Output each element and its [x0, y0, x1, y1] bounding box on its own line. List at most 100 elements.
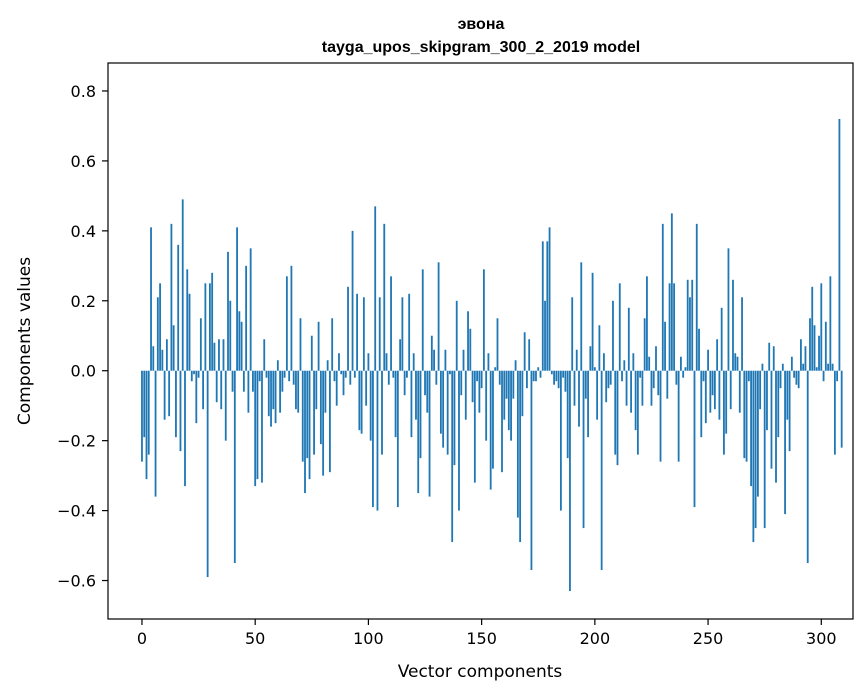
bar	[546, 241, 549, 371]
bar	[283, 370, 286, 378]
bar	[693, 370, 696, 508]
bar	[245, 265, 248, 371]
bar	[822, 370, 825, 382]
bar	[804, 346, 807, 371]
bar	[159, 283, 161, 371]
y-axis-ticks: −0.6 −0.4 −0.2 0.0 0.2 0.4 0.6 0.8	[57, 82, 108, 591]
bar	[150, 227, 152, 371]
bar	[258, 370, 261, 382]
chart-title: эвона	[458, 16, 505, 33]
bar	[544, 300, 546, 371]
bar	[360, 370, 363, 434]
bar	[596, 370, 599, 420]
bar	[559, 370, 562, 511]
bar	[451, 370, 454, 543]
bar	[231, 370, 234, 392]
bar	[729, 370, 732, 410]
bar	[428, 370, 431, 497]
bar	[290, 265, 293, 371]
bar	[528, 339, 531, 371]
bar	[555, 370, 558, 382]
bar	[689, 297, 691, 371]
bar	[460, 370, 463, 396]
bar	[319, 370, 322, 445]
bar	[220, 370, 223, 410]
bar	[417, 370, 420, 494]
x-tick-label: 300	[806, 629, 837, 648]
bar	[213, 342, 216, 371]
bar	[333, 370, 336, 382]
bar	[661, 223, 664, 371]
bar	[575, 349, 578, 371]
bar	[297, 370, 300, 413]
bar	[766, 370, 768, 431]
bar	[673, 283, 676, 371]
bar	[469, 328, 472, 371]
bar	[646, 276, 648, 371]
bar	[516, 370, 519, 518]
y-tick-label: 0.0	[71, 362, 96, 381]
bar	[526, 370, 528, 389]
bar	[344, 370, 347, 378]
bar	[820, 283, 823, 371]
bar	[181, 199, 184, 371]
bar	[806, 370, 809, 564]
bar	[530, 370, 533, 571]
bar	[247, 370, 250, 413]
bar	[270, 370, 272, 427]
bar	[485, 370, 488, 441]
bar	[329, 370, 331, 473]
bar	[331, 318, 334, 371]
bar	[498, 370, 501, 385]
bar	[523, 332, 526, 371]
bar	[625, 370, 628, 406]
bar	[569, 370, 571, 592]
bar	[473, 370, 476, 483]
bar	[582, 370, 585, 529]
bar	[313, 370, 315, 455]
bar	[301, 370, 304, 462]
bar	[641, 370, 644, 406]
bar	[557, 370, 560, 389]
bar	[467, 311, 469, 371]
bar	[716, 339, 719, 371]
bar	[449, 370, 451, 375]
bar	[295, 370, 297, 410]
bar	[684, 367, 687, 371]
bar	[322, 370, 325, 476]
bar	[494, 367, 497, 371]
bar	[437, 262, 440, 371]
bar	[426, 370, 429, 413]
bar	[353, 370, 356, 378]
bar	[743, 370, 746, 459]
bar	[725, 370, 728, 434]
y-tick-label: 0.2	[71, 292, 96, 311]
bar	[666, 370, 669, 399]
bar	[179, 370, 182, 452]
bar	[779, 370, 782, 389]
bar	[401, 297, 404, 371]
bar	[324, 370, 327, 413]
bar	[415, 370, 417, 420]
bar	[199, 318, 202, 371]
y-tick-label: 0.8	[71, 82, 96, 101]
bar	[623, 360, 626, 371]
bar	[197, 370, 200, 378]
bar	[548, 227, 551, 371]
x-tick-label: 150	[466, 629, 497, 648]
bar	[288, 370, 291, 382]
y-tick-label: 0.6	[71, 152, 96, 171]
bar	[707, 349, 709, 371]
bar	[188, 293, 191, 371]
bar	[747, 370, 750, 382]
bar	[464, 370, 467, 420]
bar	[385, 353, 388, 371]
bar	[636, 370, 639, 455]
bar	[840, 370, 843, 448]
bar	[204, 283, 207, 371]
bar	[718, 370, 721, 420]
bar	[406, 370, 408, 378]
bar	[446, 370, 449, 455]
bar	[621, 370, 623, 382]
